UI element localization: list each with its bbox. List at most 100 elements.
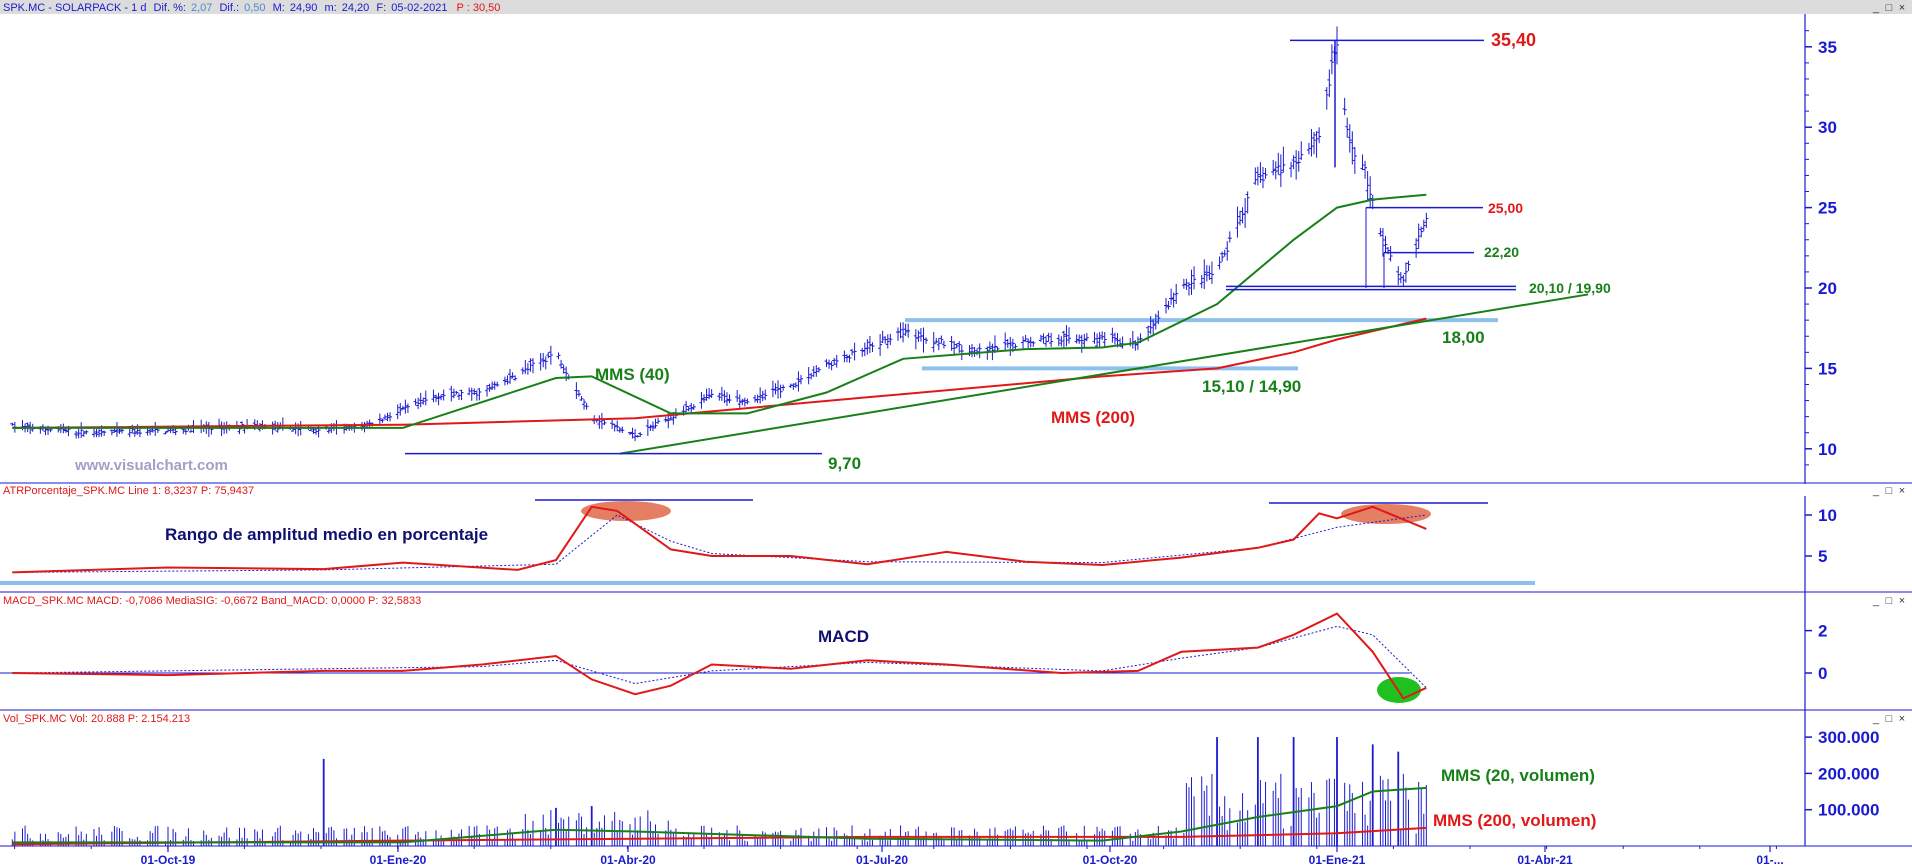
- price-bar: [727, 394, 732, 404]
- window-button[interactable]: ×: [1899, 595, 1905, 607]
- macd-note: MACD: [818, 627, 869, 646]
- price-bar: [699, 391, 704, 409]
- main-window-buttons[interactable]: _ □ ×: [1872, 2, 1905, 14]
- price-bar: [439, 394, 444, 401]
- price-bar: [648, 424, 653, 431]
- price-bar: [1235, 206, 1240, 238]
- price-bar: [633, 429, 638, 442]
- price-bar: [1360, 154, 1365, 171]
- price-bar: [1345, 117, 1350, 138]
- price-bar: [862, 342, 867, 357]
- price-bar: [939, 335, 944, 344]
- price-bar: [183, 429, 188, 435]
- price-bar: [1209, 261, 1214, 284]
- window-button[interactable]: □: [1886, 595, 1893, 607]
- price-bar: [1296, 151, 1301, 172]
- window-button[interactable]: ×: [1899, 2, 1905, 14]
- x-axis-label: 01-Ene-20: [370, 853, 427, 867]
- window-button[interactable]: □: [1886, 485, 1893, 497]
- trendline: [619, 293, 1589, 455]
- price-bar: [1289, 161, 1294, 178]
- price-bar: [865, 339, 870, 355]
- price-bar: [717, 392, 722, 401]
- macd-axis-label: 2: [1818, 622, 1827, 641]
- vol-mms20-label: MMS (20, volumen): [1441, 766, 1595, 785]
- price-bar: [513, 375, 518, 381]
- price-bar: [1220, 251, 1225, 262]
- price-bar: [931, 331, 936, 353]
- volume-window-buttons[interactable]: _ □ ×: [1872, 713, 1905, 725]
- window-button[interactable]: □: [1886, 2, 1893, 14]
- window-button[interactable]: _: [1872, 595, 1880, 607]
- price-bar: [954, 343, 959, 349]
- price-axis-label: 15: [1818, 359, 1837, 378]
- volume-axis-label: 300.000: [1818, 728, 1879, 747]
- window-button[interactable]: _: [1872, 485, 1880, 497]
- price-bar: [1324, 87, 1329, 110]
- macd-window-buttons[interactable]: _ □ ×: [1872, 595, 1905, 607]
- window-button[interactable]: ×: [1899, 485, 1905, 497]
- watermark: www.visualchart.com: [74, 457, 228, 474]
- atr-window-buttons[interactable]: _ □ ×: [1872, 485, 1905, 497]
- price-bar: [719, 386, 724, 401]
- price-bar: [791, 383, 796, 390]
- header-dif-label: Dif.:: [219, 2, 239, 14]
- vol-mms200-label: MMS (200, volumen): [1433, 811, 1596, 830]
- price-bar: [405, 403, 410, 414]
- price-bar: [1153, 313, 1158, 330]
- price-bar: [416, 397, 421, 410]
- price-bar: [913, 329, 918, 350]
- price-bar: [474, 390, 479, 401]
- window-button[interactable]: _: [1872, 713, 1880, 725]
- price-bar: [1100, 331, 1105, 341]
- price-bar: [760, 390, 765, 402]
- price-bar: [1406, 260, 1411, 272]
- price-bar: [686, 406, 691, 412]
- price-bar: [1401, 274, 1406, 287]
- price-bar: [860, 347, 865, 357]
- price-bar: [1238, 210, 1243, 226]
- price-axis-label: 10: [1818, 440, 1837, 459]
- price-bar: [691, 404, 696, 410]
- price-bar: [495, 381, 500, 387]
- price-bar: [102, 430, 107, 436]
- price-bar: [576, 390, 581, 397]
- price-bar: [1291, 155, 1296, 170]
- macd-main-line: [12, 612, 1427, 700]
- price-bar: [809, 372, 814, 380]
- price-bar: [852, 342, 857, 361]
- price-bar: [847, 354, 852, 363]
- price-bar: [538, 353, 543, 371]
- window-button[interactable]: _: [1872, 2, 1880, 14]
- price-bar: [663, 416, 668, 423]
- header-min-label: m:: [324, 2, 336, 14]
- price-bar: [388, 412, 393, 422]
- price-bar: [559, 359, 564, 369]
- price-bar: [880, 330, 885, 344]
- price-bar: [1380, 228, 1385, 257]
- price-bar: [737, 394, 742, 408]
- price-bar: [1038, 334, 1043, 342]
- price-bar: [1276, 152, 1281, 175]
- price-bar: [459, 389, 464, 401]
- price-bar: [1031, 340, 1036, 347]
- window-button[interactable]: ×: [1899, 713, 1905, 725]
- header-text: SPK.MC - SOLARPACK - 1 d Dif. %: 2,07 Di…: [3, 2, 500, 14]
- price-bar: [829, 361, 834, 371]
- price-bar: [834, 354, 839, 368]
- price-bar: [359, 421, 364, 431]
- price-bar: [1112, 332, 1117, 345]
- price-bar: [1102, 332, 1107, 348]
- price-bar: [109, 429, 114, 436]
- price-bar: [941, 340, 946, 349]
- price-bar: [1243, 198, 1248, 228]
- price-bar: [523, 359, 528, 374]
- window-button[interactable]: □: [1886, 713, 1893, 725]
- price-bar: [1227, 231, 1232, 243]
- header-min: 24,20: [342, 2, 370, 14]
- annotation-label: 15,10 / 14,90: [1202, 377, 1301, 396]
- price-bar: [137, 428, 142, 438]
- price-bar: [561, 364, 566, 374]
- price-bar: [972, 346, 977, 358]
